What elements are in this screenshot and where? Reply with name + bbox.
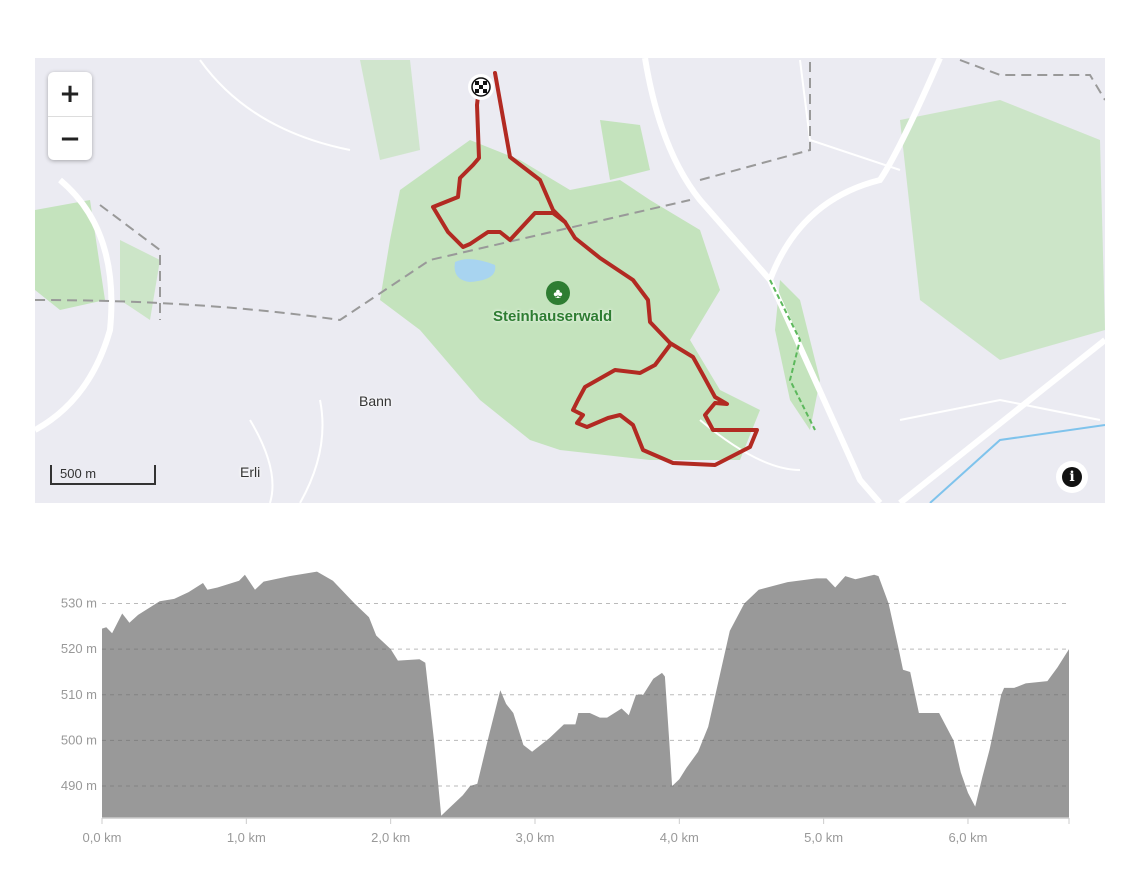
x-tick-label: 4,0 km	[660, 830, 699, 845]
y-tick-label: 500 m	[61, 732, 97, 747]
x-tick-label: 0,0 km	[82, 830, 121, 845]
zoom-out-button[interactable]: −	[48, 116, 92, 160]
route-map[interactable]: ♣ Steinhauserwald Bann Erli + − 500 m i	[35, 58, 1105, 503]
place-label-bann: Bann	[359, 393, 392, 409]
map-tiles	[35, 58, 1105, 503]
elevation-area	[102, 571, 1069, 818]
y-tick-label: 530 m	[61, 596, 97, 611]
x-tick-label: 3,0 km	[515, 830, 554, 845]
x-tick-label: 6,0 km	[948, 830, 987, 845]
info-icon: i	[1062, 467, 1082, 487]
place-label-erli: Erli	[240, 464, 261, 480]
forest-icon: ♣	[546, 281, 570, 305]
y-tick-label: 490 m	[61, 778, 97, 793]
x-tick-label: 2,0 km	[371, 830, 410, 845]
zoom-control: + −	[48, 72, 92, 160]
y-tick-label: 510 m	[61, 687, 97, 702]
scale-bar: 500 m	[50, 465, 156, 485]
info-button[interactable]: i	[1056, 461, 1088, 493]
start-marker	[468, 74, 494, 100]
route-line	[431, 71, 759, 467]
place-label-forest: Steinhauserwald	[493, 308, 613, 325]
y-tick-label: 520 m	[61, 641, 97, 656]
elevation-chart[interactable]: 490 m 500 m 510 m 520 m 530 m 0,0 km 1,0 km 2,0…	[0, 540, 1134, 870]
x-tick-label: 1,0 km	[227, 830, 266, 845]
zoom-in-button[interactable]: +	[48, 72, 92, 116]
x-tick-label: 5,0 km	[804, 830, 843, 845]
forest-areas	[35, 60, 1105, 460]
